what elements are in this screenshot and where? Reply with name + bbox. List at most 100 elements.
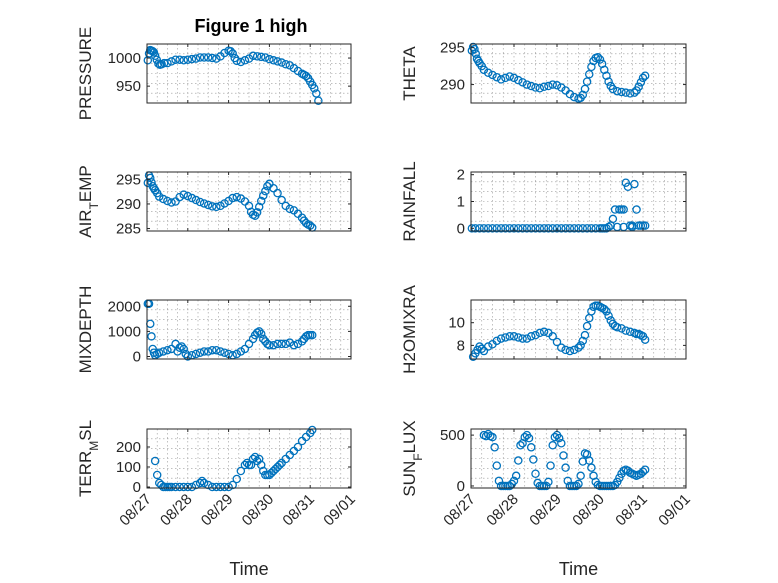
- data-point: [550, 432, 560, 442]
- y-tick-label: 10: [448, 315, 465, 332]
- data-point: [179, 344, 188, 354]
- data-point: [552, 224, 562, 233]
- data-point: [154, 348, 164, 357]
- axes-box: [470, 43, 687, 104]
- data-point: [505, 481, 514, 491]
- data-point: [199, 478, 209, 488]
- data-point: [496, 334, 506, 343]
- data-point: [163, 58, 172, 68]
- data-point: [522, 80, 532, 89]
- data-point: [171, 482, 180, 492]
- data-point: [259, 191, 268, 200]
- data-point: [548, 80, 557, 89]
- data-point: [289, 446, 299, 456]
- y-axis-label: MIXDEPTH: [76, 286, 95, 374]
- y-tick-label: 1000: [108, 323, 141, 340]
- data-point: [636, 78, 646, 87]
- data-point: [301, 432, 311, 442]
- data-point: [263, 339, 272, 349]
- data-point: [191, 195, 201, 205]
- data-point: [167, 482, 176, 492]
- data-point: [236, 466, 246, 476]
- data-point: [580, 84, 590, 94]
- data-point: [240, 344, 250, 354]
- data-point: [228, 49, 237, 58]
- data-point: [514, 75, 523, 85]
- data-point: [269, 466, 278, 476]
- data-point: [277, 195, 286, 205]
- data-point: [520, 432, 530, 442]
- data-point: [191, 480, 201, 490]
- data-point: [526, 224, 536, 233]
- data-point: [301, 71, 311, 81]
- x-axis-label: Time: [229, 559, 268, 579]
- data-point: [171, 55, 180, 64]
- data-point: [630, 88, 639, 97]
- data-point: [250, 452, 260, 462]
- data-point: [610, 205, 620, 214]
- data-point: [640, 465, 650, 474]
- axes-box: [146, 171, 352, 232]
- x-tick-label: 08/29: [198, 491, 237, 530]
- data-point: [310, 84, 319, 93]
- data-point: [526, 81, 536, 91]
- data-point: [224, 482, 233, 492]
- data-point: [604, 77, 613, 86]
- data-point: [293, 442, 303, 452]
- x-tick-label: 08/31: [279, 491, 318, 530]
- data-point: [203, 480, 213, 490]
- data-point: [516, 441, 525, 450]
- data-point: [585, 69, 594, 79]
- subplot-sun-flux: 0 500 SUNFLUX 08/27 08/28 08/29 08/30 08/31 09/0…: [400, 420, 694, 579]
- data-point: [261, 53, 270, 62]
- data-point: [638, 73, 648, 83]
- data-point: [492, 461, 502, 470]
- x-tick-label: 08/27: [116, 491, 155, 530]
- data-point: [479, 346, 489, 356]
- data-point: [254, 202, 264, 212]
- data-point: [526, 443, 536, 452]
- data-point: [248, 454, 258, 464]
- data-point: [563, 476, 573, 486]
- data-point: [494, 476, 504, 486]
- data-point: [619, 205, 628, 214]
- data-point: [593, 53, 603, 62]
- y-tick-label: 0: [457, 478, 465, 495]
- data-point: [159, 194, 168, 204]
- data-point: [256, 196, 266, 206]
- data-point: [146, 319, 155, 329]
- data-point: [273, 188, 282, 198]
- data-point: [212, 202, 221, 212]
- x-axis-label: Time: [559, 559, 598, 579]
- data-point: [261, 186, 270, 196]
- data-point: [509, 476, 519, 486]
- y-axis-label: RAINFALL: [400, 161, 419, 241]
- y-tick-label: 290: [116, 196, 141, 213]
- data-point: [501, 333, 510, 342]
- data-point: [578, 224, 588, 233]
- data-point: [152, 470, 162, 480]
- data-point: [175, 55, 184, 64]
- subplot-air-temp: 285 290 295 AIRTEMP: [76, 165, 352, 238]
- data-point: [183, 191, 193, 201]
- data-point: [617, 324, 626, 333]
- x-tick-label: 08/29: [526, 491, 565, 530]
- data-point: [179, 190, 188, 199]
- data-point: [576, 471, 585, 481]
- data-point: [621, 326, 631, 335]
- data-point: [608, 84, 618, 94]
- y-axis-label: THETA: [400, 46, 419, 101]
- y-tick-label: 8: [457, 337, 465, 354]
- data-point: [531, 469, 540, 479]
- data-point: [548, 224, 557, 233]
- data-point: [273, 339, 282, 349]
- y-axis-label: TERRMSL: [76, 420, 101, 497]
- data-point: [572, 481, 581, 491]
- data-point: [244, 339, 254, 349]
- x-tick-label: 08/31: [612, 491, 651, 530]
- data-point: [195, 53, 205, 62]
- data-point: [242, 458, 252, 468]
- y-tick-label: 2: [457, 167, 465, 184]
- data-point: [640, 71, 650, 80]
- x-tick-label: 09/01: [655, 491, 694, 530]
